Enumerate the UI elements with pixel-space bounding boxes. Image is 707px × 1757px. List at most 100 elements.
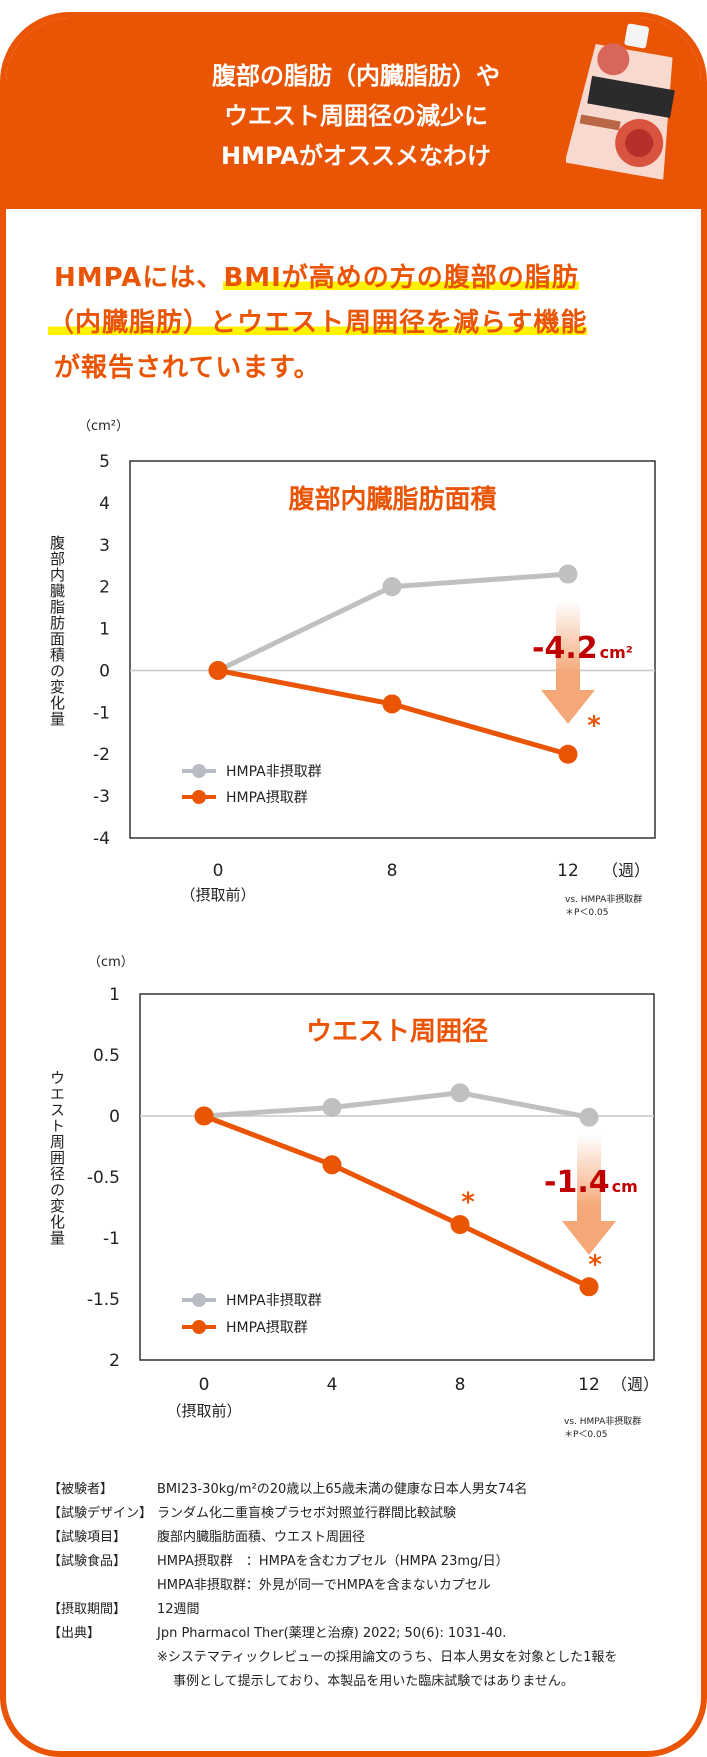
significance-note: ＊P＜0.05 [564,1430,607,1440]
y-axis-label: 腹部内臓脂肪面積の変化量 [48,535,66,727]
plot-area [129,460,656,839]
significance-note: vs. HMPA非摂取群 [565,893,642,905]
y-unit: （cm） [88,955,134,970]
significance-note: vs. HMPA非摂取群 [564,1415,641,1427]
difference-label: -1.4 cm [544,1165,638,1200]
y-tick-label: -1.5 [87,1290,120,1310]
legend-label: HMPA非摂取群 [226,1293,322,1309]
data-point [322,1155,342,1175]
significance-star: * [587,711,601,741]
data-point [450,1083,470,1103]
intro-highlight: （内臓脂肪）とウエスト周囲径を減らす機能 [48,308,588,338]
difference-unit: cm² [600,643,633,662]
y-tick-label: -1 [103,1229,120,1249]
note-row: 事例として提示しており、本製品を用いた臨床試験ではありません。 [48,1670,617,1694]
x-axis-label: （週） [602,861,650,880]
note-value: BMI23-30kg/m²の20歳以上65歳未満の健康な日本人男女74名 [157,1482,528,1497]
x-tick-label: 4 [327,1375,338,1395]
note-label: 【摂取期間】 [48,1602,127,1617]
x-tick-label: 8 [387,861,398,881]
note-value: ※システマティックレビューの採用論文のうち、日本人男女を対象とした1報を [157,1650,618,1665]
study-notes: 【被験者】 BMI23-30kg/m²の20歳以上65歳未満の健康な日本人男女74… [48,1478,617,1694]
note-value: HMPA摂取群 ：HMPAを含むカプセル（HMPA 23mg/日） [157,1554,509,1569]
header-title-line: 腹部の脂肪（内臓脂肪）や [212,62,500,90]
note-row: 【試験項目】 腹部内臓脂肪面積、ウエスト周囲径 [48,1526,617,1550]
x-axis-label: （週） [611,1375,659,1394]
data-point [558,744,578,764]
difference-arrow [541,600,595,724]
y-tick-label: -3 [93,787,110,807]
difference-value: -4.2 [532,631,598,666]
y-unit: （cm²） [78,419,129,434]
legend-marker [192,1320,206,1334]
x-tick-label: 8 [455,1375,466,1395]
x-tick-label: 12 [578,1375,600,1395]
note-label: 【試験デザイン】 [48,1506,153,1521]
significance-star: * [461,1188,475,1218]
note-value: 12週間 [157,1602,200,1617]
note-row: 【摂取期間】 12週間 [48,1598,617,1622]
data-point [208,660,228,680]
data-point [194,1106,214,1126]
card-frame: 腹部の脂肪（内臓脂肪）や ウエスト周囲径の減少に HMPAがオススメなわけ HM… [0,12,707,1757]
header-title: 腹部の脂肪（内臓脂肪）や ウエスト周囲径の減少に HMPAがオススメなわけ [86,56,626,176]
product-image [566,23,675,180]
note-label: 【被験者】 [48,1482,114,1497]
header: 腹部の脂肪（内臓脂肪）や ウエスト周囲径の減少に HMPAがオススメなわけ [6,18,701,209]
y-tick-label: 4 [99,494,110,514]
note-label: 【試験食品】 [48,1554,127,1569]
significance-star: * [588,1250,602,1280]
y-tick-label: -4 [93,829,110,849]
chart-title: 腹部内臓脂肪面積 [287,484,496,515]
note-value: 事例として提示しており、本製品を用いた臨床試験ではありません。 [173,1674,574,1689]
y-tick-label: -2 [93,745,110,765]
legend-marker [192,790,206,804]
series-line-intake [203,1113,591,1290]
note-row: 【出典】 Jpn Pharmacol Ther(薬理と治療) 2022; 50(6… [48,1622,617,1646]
y-tick-label: 1 [99,620,110,640]
difference-arrow [562,1135,616,1255]
difference-label: -4.2 cm² [532,631,633,666]
plot-area [139,993,655,1361]
y-tick-label: 3 [99,536,110,556]
y-tick-label: 0.5 [93,1046,120,1066]
y-axis-label: ウエスト周囲径の変化量 [48,1070,66,1246]
note-value: Jpn Pharmacol Ther(薬理と治療) 2022; 50(6): 1… [157,1626,507,1641]
legend-label: HMPA摂取群 [226,1320,308,1336]
legend-marker [192,1293,206,1307]
legend-marker [192,764,206,778]
y-tick-label: 0 [99,661,110,681]
x-tick-label: 0 [213,861,224,881]
note-label: 【試験項目】 [48,1530,127,1545]
y-tick-label: -1 [93,703,110,723]
data-point [558,564,578,584]
x-sublabel: （摂取前） [166,1402,241,1420]
significance-note: ＊P＜0.05 [565,908,608,918]
series-line-non-intake [203,1090,590,1120]
intro-post: が報告されています。 [54,353,321,383]
data-point [382,694,402,714]
header-title-line: HMPAがオススメなわけ [221,142,491,170]
y-tick-label: 1 [109,985,120,1005]
note-row: ※システマティックレビューの採用論文のうち、日本人男女を対象とした1報を [48,1646,617,1670]
legend-label: HMPA摂取群 [226,790,308,806]
note-row: 【試験食品】 HMPA摂取群 ：HMPAを含むカプセル（HMPA 23mg/日） [48,1550,617,1574]
data-point [579,1107,599,1127]
x-tick-label: 12 [557,861,579,881]
data-point [382,577,402,597]
note-label [48,1574,157,1598]
y-tick-label: 2 [109,1351,120,1371]
note-value: HMPA非摂取群：外見が同一でHMPAを含まないカプセル [157,1578,491,1593]
data-point [579,1277,599,1297]
x-sublabel: （摂取前） [180,886,255,904]
intro-highlight: BMIが高めの方の腹部の脂肪 [223,263,579,293]
chart-title: ウエスト周囲径 [306,1017,488,1047]
data-point [322,1097,342,1117]
note-label [48,1646,157,1670]
note-row: 【被験者】 BMI23-30kg/m²の20歳以上65歳未満の健康な日本人男女74… [48,1478,617,1502]
y-tick-label: -0.5 [87,1168,120,1188]
header-title-line: ウエスト周囲径の減少に [224,102,488,130]
data-point [450,1215,470,1235]
intro-text: HMPAには、BMIが高めの方の腹部の脂肪 （内臓脂肪）とウエスト周囲径を減らす… [48,256,588,391]
